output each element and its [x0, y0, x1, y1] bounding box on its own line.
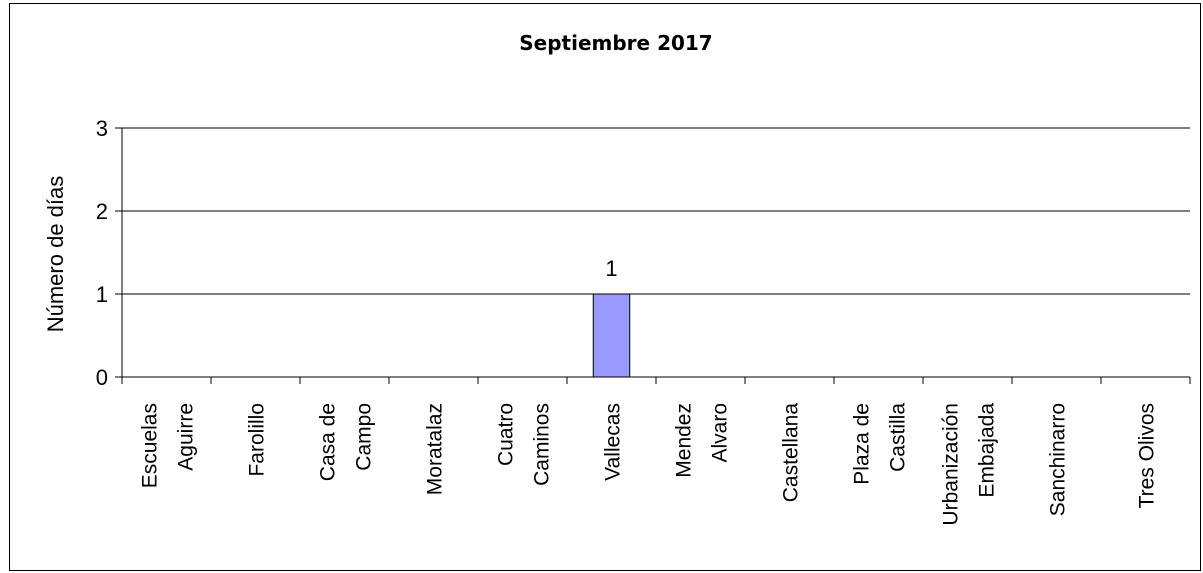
category-label-line: Alvaro [709, 403, 732, 463]
category-label: Moratalaz [424, 403, 447, 495]
category-label-line: Embajada [976, 403, 999, 498]
bars: 1 [593, 256, 629, 377]
category-label-line: Campo [353, 403, 376, 471]
category-label: Urbanización Embajada [940, 403, 999, 526]
category-label: Mendez Alvaro [673, 403, 732, 478]
axes: 0 1 2 3 [96, 116, 1190, 390]
category-label-line: Aguirre [175, 403, 198, 471]
category-label: Plaza de Castilla [851, 403, 910, 485]
gridlines [122, 128, 1190, 294]
category-label-line: Castilla [887, 403, 910, 472]
category-label: Castellana [780, 403, 803, 503]
category-label: Sanchinarro [1047, 403, 1070, 516]
category-label: Tres Olivos [1136, 403, 1159, 508]
category-label-line: Escuelas [139, 403, 162, 488]
category-label: Escuelas Aguirre [139, 403, 198, 488]
data-label: 1 [605, 256, 617, 281]
category-label-line: Vallecas [602, 403, 625, 481]
category-label-line: Mendez [673, 403, 696, 478]
category-label: Cuatro Caminos [495, 403, 554, 486]
category-label-line: Farolillo [246, 403, 269, 477]
category-labels: Escuelas Aguirre Farolillo Casa de Campo Mora… [139, 403, 1159, 526]
category-label-line: Casa de [317, 403, 340, 481]
y-tick-label: 0 [96, 365, 108, 390]
category-label-line: Caminos [531, 403, 554, 486]
category-label-line: Moratalaz [424, 403, 447, 495]
category-label-line: Castellana [780, 403, 803, 503]
category-label: Vallecas [602, 403, 625, 481]
category-label-line: Cuatro [495, 403, 518, 466]
bar [593, 294, 629, 377]
y-tick-label: 3 [96, 116, 108, 141]
y-axis-title: Número de días [43, 176, 68, 333]
category-label-line: Sanchinarro [1047, 403, 1070, 516]
category-label: Farolillo [246, 403, 269, 477]
chart-title: Septiembre 2017 [519, 31, 712, 55]
category-label-line: Tres Olivos [1136, 403, 1159, 508]
y-tick-label: 1 [96, 282, 108, 307]
y-tick-label: 2 [96, 199, 108, 224]
category-label-line: Urbanización [940, 403, 963, 526]
category-label: Casa de Campo [317, 403, 376, 481]
category-label-line: Plaza de [851, 403, 874, 485]
